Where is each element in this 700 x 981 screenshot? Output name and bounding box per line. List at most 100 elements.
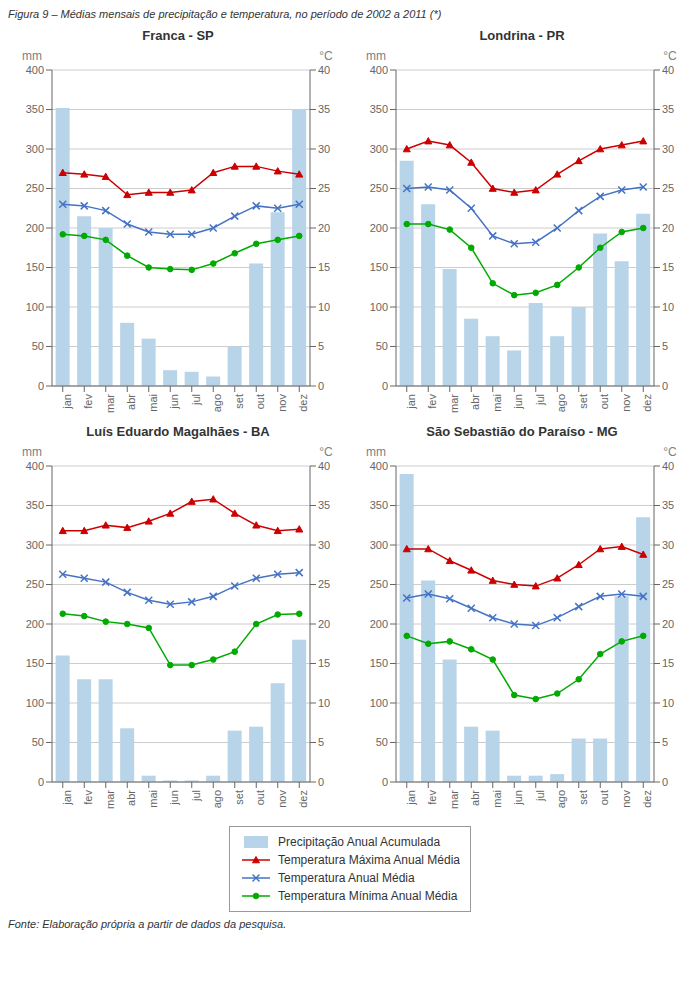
svg-text:35: 35 [318, 499, 330, 511]
svg-text:50: 50 [376, 736, 388, 748]
svg-text:30: 30 [318, 143, 330, 155]
svg-text:mm: mm [22, 445, 42, 459]
svg-text:°C: °C [319, 49, 333, 63]
svg-text:jul: jul [190, 394, 202, 406]
svg-text:10: 10 [662, 301, 674, 313]
svg-text:300: 300 [26, 143, 44, 155]
svg-text:50: 50 [376, 340, 388, 352]
svg-text:0: 0 [38, 380, 44, 392]
svg-text:dez: dez [641, 790, 653, 808]
svg-text:35: 35 [318, 103, 330, 115]
svg-text:mai: mai [147, 394, 159, 412]
svg-text:mar: mar [104, 394, 116, 413]
svg-text:abr: abr [125, 790, 137, 806]
svg-text:0: 0 [662, 776, 668, 788]
svg-text:15: 15 [662, 261, 674, 273]
svg-text:out: out [254, 790, 266, 805]
svg-text:300: 300 [26, 539, 44, 551]
svg-text:25: 25 [318, 182, 330, 194]
svg-text:5: 5 [318, 736, 324, 748]
svg-text:150: 150 [370, 261, 388, 273]
svg-text:abr: abr [469, 394, 481, 410]
svg-text:40: 40 [318, 64, 330, 76]
svg-text:dez: dez [297, 790, 309, 808]
svg-text:350: 350 [370, 103, 388, 115]
svg-text:fev: fev [426, 790, 438, 805]
svg-text:350: 350 [370, 499, 388, 511]
svg-text:out: out [254, 394, 266, 409]
svg-text:150: 150 [26, 261, 44, 273]
svg-text:250: 250 [370, 182, 388, 194]
svg-text:400: 400 [26, 64, 44, 76]
svg-text:jul: jul [534, 790, 546, 802]
svg-text:250: 250 [370, 578, 388, 590]
svg-text:30: 30 [662, 539, 674, 551]
svg-text:mar: mar [448, 790, 460, 809]
svg-text:35: 35 [662, 103, 674, 115]
svg-text:50: 50 [32, 340, 44, 352]
svg-text:15: 15 [318, 261, 330, 273]
svg-text:250: 250 [26, 578, 44, 590]
svg-text:400: 400 [26, 460, 44, 472]
svg-text:40: 40 [318, 460, 330, 472]
svg-text:jun: jun [168, 790, 180, 806]
svg-text:30: 30 [318, 539, 330, 551]
svg-text:50: 50 [32, 736, 44, 748]
svg-text:abr: abr [469, 790, 481, 806]
svg-text:jan: jan [405, 790, 417, 806]
svg-text:20: 20 [662, 618, 674, 630]
svg-text:40: 40 [662, 64, 674, 76]
svg-text:mm: mm [366, 49, 386, 63]
svg-text:mai: mai [491, 394, 503, 412]
svg-text:ago: ago [211, 790, 223, 808]
svg-text:0: 0 [38, 776, 44, 788]
svg-text:0: 0 [318, 776, 324, 788]
svg-text:jul: jul [534, 394, 546, 406]
svg-text:0: 0 [382, 776, 388, 788]
svg-text:100: 100 [370, 301, 388, 313]
svg-text:nov: nov [276, 790, 288, 808]
svg-text:out: out [598, 790, 610, 805]
svg-text:°C: °C [663, 445, 677, 459]
svg-text:300: 300 [370, 539, 388, 551]
svg-text:abr: abr [125, 394, 137, 410]
svg-text:100: 100 [26, 301, 44, 313]
svg-text:350: 350 [26, 103, 44, 115]
svg-text:mai: mai [147, 790, 159, 808]
svg-text:ago: ago [211, 394, 223, 412]
svg-text:mar: mar [448, 394, 460, 413]
svg-text:fev: fev [82, 394, 94, 409]
svg-text:mm: mm [366, 445, 386, 459]
svg-text:300: 300 [370, 143, 388, 155]
svg-text:30: 30 [662, 143, 674, 155]
svg-text:10: 10 [318, 697, 330, 709]
svg-text:200: 200 [370, 618, 388, 630]
svg-text:set: set [233, 394, 245, 409]
svg-text:dez: dez [297, 394, 309, 412]
svg-text:0: 0 [382, 380, 388, 392]
svg-text:°C: °C [663, 49, 677, 63]
svg-text:5: 5 [318, 340, 324, 352]
svg-text:250: 250 [26, 182, 44, 194]
svg-text:25: 25 [662, 578, 674, 590]
svg-text:mar: mar [104, 790, 116, 809]
svg-text:0: 0 [318, 380, 324, 392]
svg-text:fev: fev [426, 394, 438, 409]
svg-text:400: 400 [370, 460, 388, 472]
svg-text:25: 25 [662, 182, 674, 194]
svg-text:fev: fev [82, 790, 94, 805]
svg-text:jan: jan [61, 394, 73, 410]
svg-text:jun: jun [168, 394, 180, 410]
svg-text:200: 200 [370, 222, 388, 234]
svg-text:150: 150 [370, 657, 388, 669]
svg-text:mai: mai [491, 790, 503, 808]
svg-text:200: 200 [26, 618, 44, 630]
svg-text:ago: ago [555, 394, 567, 412]
svg-text:10: 10 [662, 697, 674, 709]
svg-text:100: 100 [370, 697, 388, 709]
svg-text:jan: jan [61, 790, 73, 806]
svg-text:40: 40 [662, 460, 674, 472]
svg-text:jun: jun [512, 790, 524, 806]
svg-text:0: 0 [662, 380, 668, 392]
svg-text:200: 200 [26, 222, 44, 234]
